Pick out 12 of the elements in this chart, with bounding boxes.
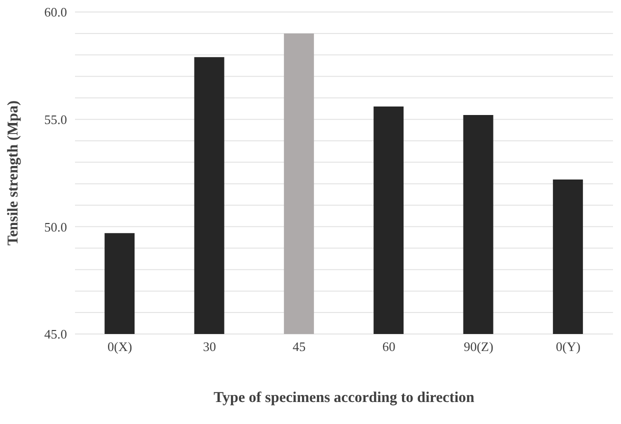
y-tick-label: 55.0: [44, 112, 67, 127]
x-tick-label: 0(Y): [556, 339, 580, 354]
x-axis-title: Type of specimens according to direction: [214, 390, 475, 406]
x-tick-label: 45: [292, 339, 306, 354]
y-axis-title: Tensile strength (Mpa): [5, 100, 22, 246]
y-tick-label: 50.0: [44, 219, 67, 234]
y-tick-label: 60.0: [44, 4, 67, 20]
x-tick-label: 60: [382, 339, 396, 354]
x-tick-label: 90(Z): [464, 339, 494, 354]
x-tick-label: 0(X): [108, 339, 132, 354]
y-tick-label: 45.0: [44, 326, 67, 342]
x-tick-label: 30: [203, 339, 216, 354]
